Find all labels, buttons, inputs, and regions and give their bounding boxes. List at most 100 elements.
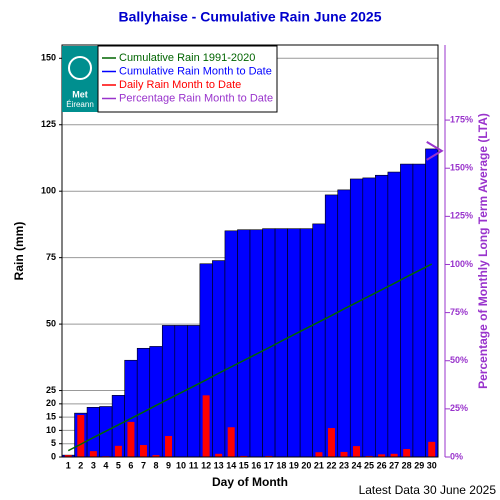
- cumulative-bar: [224, 230, 238, 458]
- daily-bar: [202, 395, 210, 457]
- y-tick-label: 50: [46, 318, 56, 328]
- cumulative-bar: [425, 148, 439, 458]
- cumulative-bar: [187, 325, 201, 458]
- x-tick-label: 5: [116, 460, 121, 470]
- y-tick-label: 0: [51, 451, 56, 461]
- daily-bar: [315, 452, 323, 457]
- cumulative-bar: [287, 228, 301, 458]
- daily-bar: [127, 421, 135, 457]
- y-tick-label: 125: [41, 119, 56, 129]
- x-tick-label: 28: [402, 460, 412, 470]
- x-tick-label: 23: [339, 460, 349, 470]
- logo-icon: [68, 56, 92, 80]
- y-axis-label: Rain (mm): [12, 222, 26, 281]
- cumulative-bar: [337, 189, 351, 458]
- x-tick-label: 18: [276, 460, 286, 470]
- daily-bar: [77, 415, 85, 457]
- y2-tick-label: 150%: [450, 163, 473, 173]
- legend: [97, 45, 278, 113]
- y-tick-label: 100: [41, 186, 56, 196]
- cumulative-bar: [312, 223, 326, 458]
- cumulative-bar: [299, 228, 313, 458]
- chart-title: Ballyhaise - Cumulative Rain June 2025: [119, 9, 382, 25]
- y-tick-label: 75: [46, 252, 56, 262]
- cumulative-bar: [212, 260, 226, 458]
- y2-tick-label: 125%: [450, 211, 473, 221]
- daily-bar: [340, 451, 348, 457]
- daily-bar: [265, 455, 273, 457]
- logo-text: Éireann: [66, 100, 94, 109]
- footer: Latest Data 30 June 2025: [359, 483, 497, 497]
- percentage-marker: [426, 141, 444, 161]
- daily-bar: [165, 436, 173, 457]
- x-tick-label: 6: [128, 460, 133, 470]
- x-tick-label: 10: [176, 460, 186, 470]
- cumulative-bar: [86, 406, 100, 458]
- y2-tick-label: 50%: [450, 355, 468, 365]
- x-tick-label: 30: [427, 460, 437, 470]
- x-tick-label: 8: [153, 460, 158, 470]
- legend-label: Daily Rain Month to Date: [119, 79, 241, 91]
- cumulative-bar: [262, 228, 276, 458]
- y2-tick-label: 175%: [450, 114, 473, 124]
- cumulative-bar: [324, 194, 339, 458]
- daily-bar: [390, 453, 398, 457]
- y2-axis-label: Percentage of Monthly Long Term Average …: [476, 113, 490, 389]
- x-tick-label: 15: [239, 460, 249, 470]
- y-tick-label: 5: [51, 438, 56, 448]
- daily-bar: [139, 445, 147, 457]
- x-tick-label: 20: [301, 460, 311, 470]
- lta-line: [67, 263, 433, 452]
- x-tick-label: 2: [78, 460, 83, 470]
- y-tick-label: 25: [46, 385, 56, 395]
- daily-bar: [365, 455, 373, 457]
- y-tick-label: 20: [46, 398, 56, 408]
- x-tick-label: 4: [103, 460, 108, 470]
- x-tick-label: 17: [264, 460, 274, 470]
- y-tick-label: 10: [46, 425, 56, 435]
- daily-bar: [152, 455, 160, 457]
- cumulative-bar: [249, 229, 263, 458]
- y2-tick-label: 25%: [450, 403, 468, 413]
- cumulative-bar: [375, 174, 389, 458]
- cumulative-bar: [349, 178, 364, 458]
- cumulative-bar: [136, 347, 151, 458]
- x-tick-label: 26: [377, 460, 387, 470]
- y-tick-label: 150: [41, 53, 56, 63]
- plot-frame: [61, 44, 439, 458]
- cumulative-bar: [149, 346, 163, 458]
- daily-bar: [114, 445, 122, 457]
- legend-label: Cumulative Rain Month to Date: [119, 65, 272, 77]
- cumulative-bar: [237, 229, 251, 458]
- x-tick-label: 22: [326, 460, 336, 470]
- x-tick-label: 3: [91, 460, 96, 470]
- x-tick-label: 1: [66, 460, 71, 470]
- x-tick-label: 7: [141, 460, 146, 470]
- daily-bar: [428, 441, 436, 457]
- x-tick-label: 27: [389, 460, 399, 470]
- x-tick-label: 25: [364, 460, 374, 470]
- daily-bar: [403, 449, 411, 457]
- logo-text: Met: [72, 89, 88, 99]
- x-tick-label: 24: [352, 460, 362, 470]
- daily-bar: [64, 455, 72, 457]
- daily-bar: [215, 453, 223, 457]
- daily-bar: [227, 427, 235, 457]
- y-tick-label: 15: [46, 412, 56, 422]
- daily-bar: [89, 451, 97, 457]
- x-tick-label: 11: [189, 460, 199, 470]
- x-axis-label: Day of Month: [212, 475, 288, 489]
- cumulative-bar: [412, 163, 426, 458]
- daily-bar: [327, 428, 335, 457]
- x-tick-label: 14: [226, 460, 236, 470]
- y2-tick-label: 100%: [450, 259, 473, 269]
- x-tick-label: 16: [251, 460, 261, 470]
- legend-label: Percentage Rain Month to Date: [119, 92, 273, 104]
- x-tick-label: 13: [214, 460, 224, 470]
- cumulative-bar: [387, 171, 401, 458]
- daily-bar: [378, 454, 386, 457]
- cumulative-bar: [400, 163, 414, 458]
- legend-label: Cumulative Rain 1991-2020: [119, 52, 255, 64]
- x-tick-label: 19: [289, 460, 299, 470]
